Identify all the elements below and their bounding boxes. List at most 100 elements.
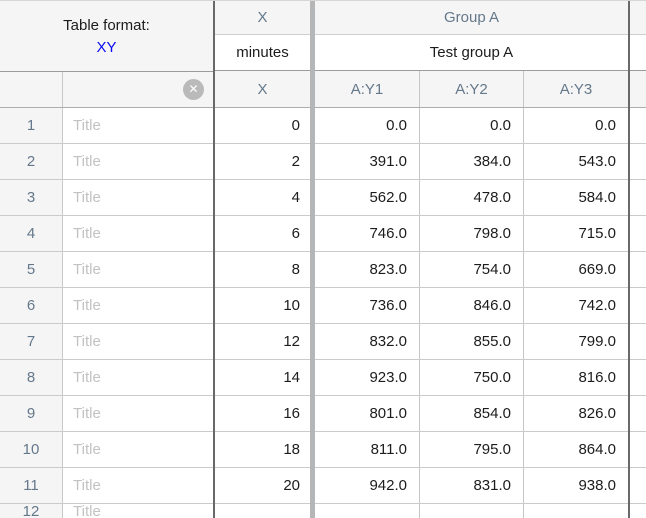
row-title-cell[interactable]: Title: [62, 216, 213, 251]
row-title-cell[interactable]: Title: [62, 288, 213, 323]
x-value-cell[interactable]: 0: [215, 108, 310, 143]
row-number[interactable]: 11: [0, 468, 62, 503]
y2-value-cell[interactable]: 478.0: [419, 180, 523, 215]
y2-value-cell[interactable]: 831.0: [419, 468, 523, 503]
x-column-unit[interactable]: minutes: [215, 35, 310, 70]
row-title-cell[interactable]: Title: [62, 396, 213, 431]
y2-value-cell[interactable]: 798.0: [419, 216, 523, 251]
group-a-label[interactable]: Group A: [315, 1, 628, 34]
x-value-cell[interactable]: 6: [215, 216, 310, 251]
y1-value-cell[interactable]: 832.0: [315, 324, 419, 359]
x-value-cell[interactable]: 12: [215, 324, 310, 359]
x-value-cell[interactable]: 10: [215, 288, 310, 323]
row-number[interactable]: 3: [0, 180, 62, 215]
table-row: 9 Title 16 801.0 854.0 826.0: [0, 396, 646, 432]
y3-value-cell[interactable]: 826.0: [523, 396, 628, 431]
y3-value-cell[interactable]: 938.0: [523, 468, 628, 503]
row-number[interactable]: 5: [0, 252, 62, 287]
y3-value-cell[interactable]: 669.0: [523, 252, 628, 287]
table-row: 7 Title 12 832.0 855.0 799.0: [0, 324, 646, 360]
row-number[interactable]: 6: [0, 288, 62, 323]
table-row: 3 Title 4 562.0 478.0 584.0: [0, 180, 646, 216]
y1-value-cell[interactable]: 942.0: [315, 468, 419, 503]
row-number[interactable]: 10: [0, 432, 62, 467]
table-row: 4 Title 6 746.0 798.0 715.0: [0, 216, 646, 252]
y1-value-cell[interactable]: 823.0: [315, 252, 419, 287]
subcolumn-header-ay3[interactable]: A:Y3: [523, 71, 628, 107]
y3-value-cell[interactable]: 584.0: [523, 180, 628, 215]
x-value-cell[interactable]: 4: [215, 180, 310, 215]
y2-value-cell[interactable]: 384.0: [419, 144, 523, 179]
y1-value-cell[interactable]: 801.0: [315, 396, 419, 431]
header-row-subcolumns: ✕ X A:Y1 A:Y2 A:Y3: [0, 71, 646, 108]
title-column-header: ✕: [62, 71, 213, 107]
row-number-header: [0, 71, 62, 107]
row-number[interactable]: 2: [0, 144, 62, 179]
y2-value-cell[interactable]: 750.0: [419, 360, 523, 395]
subcolumn-header-ay1[interactable]: A:Y1: [315, 71, 419, 107]
y3-value-cell[interactable]: [523, 504, 628, 518]
row-title-cell[interactable]: Title: [62, 252, 213, 287]
row-title-cell[interactable]: Title: [62, 108, 213, 143]
x-column-header[interactable]: X: [215, 71, 310, 107]
table-format-cell: Table format: XY: [0, 2, 213, 72]
row-title-cell[interactable]: Title: [62, 360, 213, 395]
y3-value-cell[interactable]: 742.0: [523, 288, 628, 323]
x-value-cell[interactable]: 2: [215, 144, 310, 179]
row-number[interactable]: 9: [0, 396, 62, 431]
row-title-cell[interactable]: Title: [62, 144, 213, 179]
y3-value-cell[interactable]: 543.0: [523, 144, 628, 179]
table-format-label: Table format:: [63, 17, 150, 34]
x-value-cell[interactable]: 18: [215, 432, 310, 467]
table-body: 1 Title 0 0.0 0.0 0.0 2 Title 2 391.0 38…: [0, 108, 646, 518]
row-title-cell[interactable]: Title: [62, 503, 213, 518]
y2-value-cell[interactable]: [419, 504, 523, 518]
y3-value-cell[interactable]: 0.0: [523, 108, 628, 143]
y2-value-cell[interactable]: 795.0: [419, 432, 523, 467]
y2-value-cell[interactable]: 855.0: [419, 324, 523, 359]
row-title-cell[interactable]: Title: [62, 324, 213, 359]
row-number[interactable]: 8: [0, 360, 62, 395]
y3-value-cell[interactable]: 816.0: [523, 360, 628, 395]
row-title-cell[interactable]: Title: [62, 180, 213, 215]
table-row: 1 Title 0 0.0 0.0 0.0: [0, 108, 646, 144]
y2-value-cell[interactable]: 754.0: [419, 252, 523, 287]
table-row: 5 Title 8 823.0 754.0 669.0: [0, 252, 646, 288]
y2-value-cell[interactable]: 854.0: [419, 396, 523, 431]
group-a-title[interactable]: Test group A: [315, 35, 628, 70]
subcolumn-header-ay2[interactable]: A:Y2: [419, 71, 523, 107]
divider-title-x: [213, 1, 215, 518]
y3-value-cell[interactable]: 715.0: [523, 216, 628, 251]
row-number[interactable]: 7: [0, 324, 62, 359]
y1-value-cell[interactable]: [315, 504, 419, 518]
y2-value-cell[interactable]: 0.0: [419, 108, 523, 143]
y1-value-cell[interactable]: 391.0: [315, 144, 419, 179]
y1-value-cell[interactable]: 746.0: [315, 216, 419, 251]
table-row: 10 Title 18 811.0 795.0 864.0: [0, 432, 646, 468]
table-row: 8 Title 14 923.0 750.0 816.0: [0, 360, 646, 396]
x-value-cell[interactable]: [215, 504, 310, 518]
y2-value-cell[interactable]: 846.0: [419, 288, 523, 323]
y1-value-cell[interactable]: 0.0: [315, 108, 419, 143]
y1-value-cell[interactable]: 811.0: [315, 432, 419, 467]
close-icon[interactable]: ✕: [183, 78, 204, 100]
x-value-cell[interactable]: 16: [215, 396, 310, 431]
row-title-cell[interactable]: Title: [62, 432, 213, 467]
x-value-cell[interactable]: 20: [215, 468, 310, 503]
row-number[interactable]: 12: [0, 503, 62, 518]
row-number[interactable]: 4: [0, 216, 62, 251]
y1-value-cell[interactable]: 736.0: [315, 288, 419, 323]
row-number[interactable]: 1: [0, 108, 62, 143]
y3-value-cell[interactable]: 864.0: [523, 432, 628, 467]
table-format-value[interactable]: XY: [96, 39, 117, 56]
y1-value-cell[interactable]: 562.0: [315, 180, 419, 215]
y3-value-cell[interactable]: 799.0: [523, 324, 628, 359]
x-value-cell[interactable]: 8: [215, 252, 310, 287]
x-value-cell[interactable]: 14: [215, 360, 310, 395]
table-row: 6 Title 10 736.0 846.0 742.0: [0, 288, 646, 324]
y1-value-cell[interactable]: 923.0: [315, 360, 419, 395]
row-title-cell[interactable]: Title: [62, 468, 213, 503]
table-row: 2 Title 2 391.0 384.0 543.0: [0, 144, 646, 180]
x-column-group-label[interactable]: X: [215, 1, 310, 34]
